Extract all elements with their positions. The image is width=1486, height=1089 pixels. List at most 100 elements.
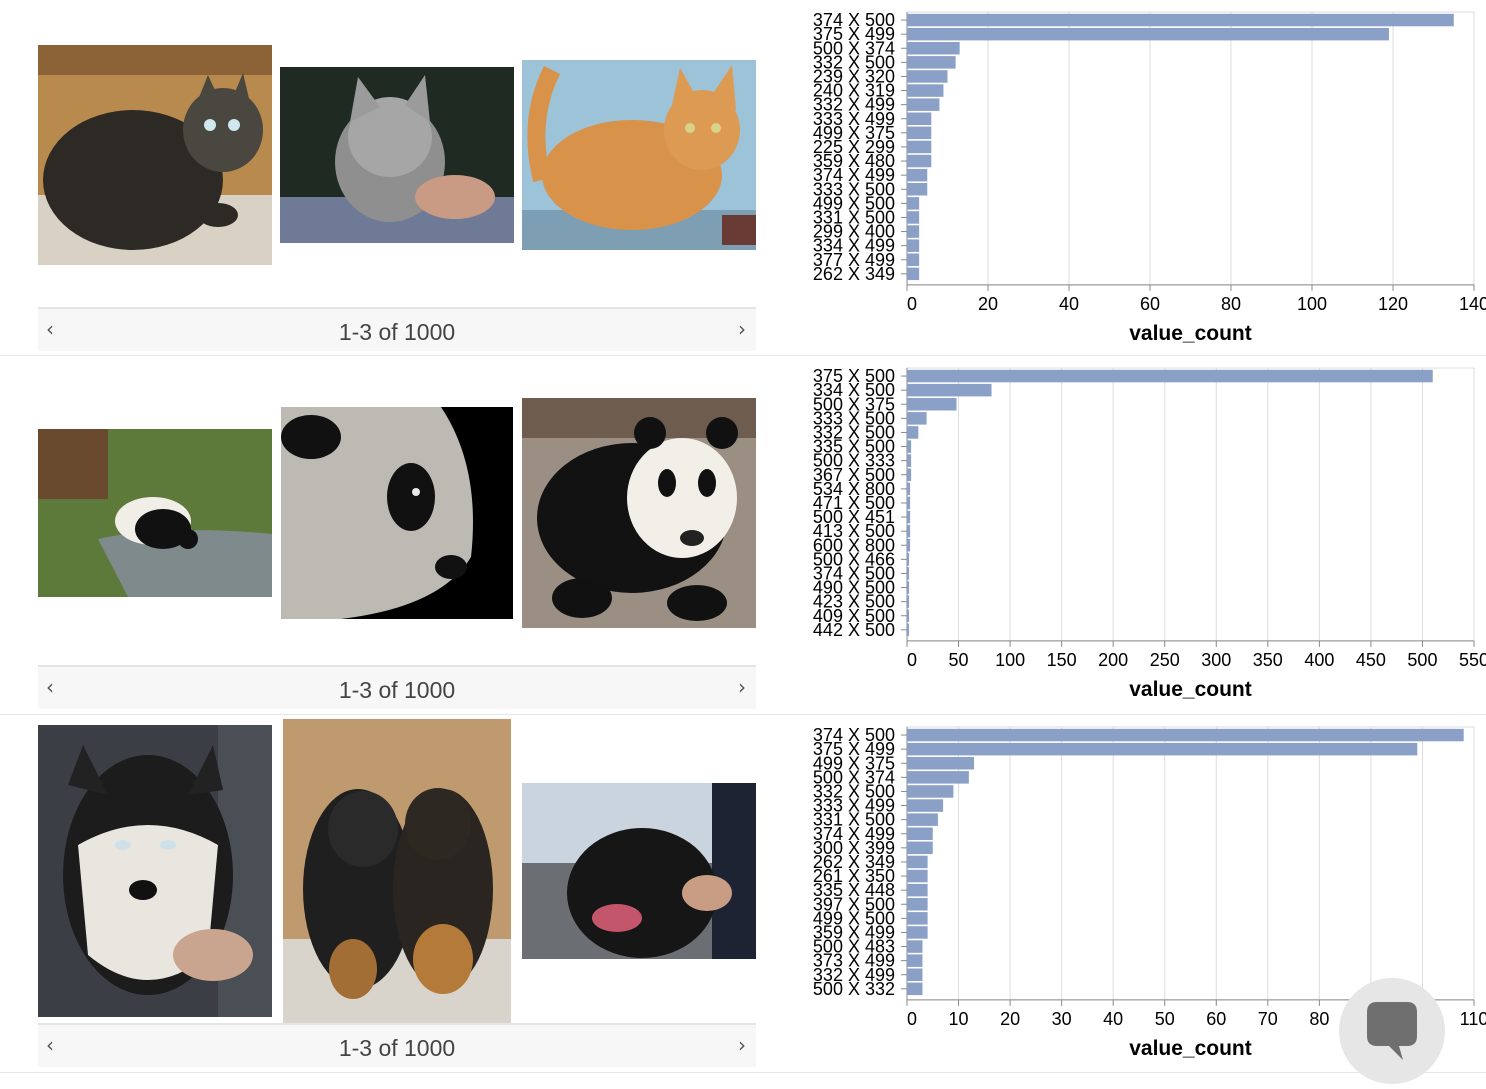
bar[interactable]: [907, 926, 928, 939]
bar[interactable]: [907, 883, 928, 897]
bar[interactable]: [907, 785, 954, 798]
bar[interactable]: [907, 13, 1454, 27]
bar[interactable]: [907, 623, 910, 637]
value-count-chart: 0 20 40 60 80 100 120 140 374 X 500 375 X 499 500 …: [780, 0, 1486, 355]
bar[interactable]: [907, 70, 948, 83]
chevron-left-icon[interactable]: ‹: [46, 317, 54, 341]
bar[interactable]: [907, 183, 928, 196]
bar[interactable]: [907, 968, 923, 982]
x-tick-label: 550: [1459, 650, 1486, 670]
bar[interactable]: [907, 855, 928, 869]
bar[interactable]: [907, 912, 928, 925]
y-tick-label: 500 X 333: [813, 451, 895, 471]
y-tick-label: 359 X 499: [813, 922, 895, 942]
bar[interactable]: [907, 728, 1464, 742]
y-tick-label: 409 X 500: [813, 606, 895, 626]
bar[interactable]: [907, 954, 923, 967]
bar[interactable]: [907, 267, 920, 281]
y-tick-label: 375 X 500: [813, 366, 895, 386]
x-tick-label: 300: [1201, 650, 1231, 670]
bar[interactable]: [907, 841, 933, 855]
y-tick-label: 500 X 332: [813, 979, 895, 999]
y-tick-label: 332 X 500: [813, 781, 895, 801]
chevron-right-icon[interactable]: ›: [738, 675, 746, 699]
bar[interactable]: [907, 168, 928, 182]
x-tick-label: 50: [1155, 1009, 1175, 1029]
bar[interactable]: [907, 898, 928, 911]
bar[interactable]: [907, 539, 911, 552]
bar[interactable]: [907, 595, 910, 608]
y-tick-label: 377 X 499: [813, 250, 895, 270]
bar[interactable]: [907, 609, 910, 623]
bar[interactable]: [907, 468, 912, 482]
bar[interactable]: [907, 799, 944, 812]
x-tick-label: 80: [1221, 294, 1241, 314]
y-tick-label: 500 X 451: [813, 507, 895, 527]
y-tick-label: 499 X 500: [813, 193, 895, 213]
bar[interactable]: [907, 56, 956, 69]
bar[interactable]: [907, 412, 927, 425]
bar[interactable]: [907, 553, 910, 566]
black-labrador-image: [522, 783, 756, 959]
y-tick-label: 332 X 499: [813, 965, 895, 985]
bar[interactable]: [907, 211, 920, 224]
bar[interactable]: [907, 253, 920, 267]
y-tick-label: 333 X 500: [813, 408, 895, 428]
bar[interactable]: [907, 383, 992, 397]
bar[interactable]: [907, 496, 911, 510]
gallery-pager: ‹ 1-3 of 1000 ›: [38, 307, 756, 351]
bar[interactable]: [907, 27, 1389, 41]
x-tick-label: 40: [1059, 294, 1079, 314]
bar[interactable]: [907, 771, 969, 784]
bar[interactable]: [907, 398, 957, 411]
bar[interactable]: [907, 940, 923, 953]
y-tick-label: 534 X 800: [813, 479, 895, 499]
y-tick-label: 299 X 400: [813, 222, 895, 242]
gallery-pager: ‹ 1-3 of 1000 ›: [38, 1023, 756, 1067]
bar[interactable]: [907, 827, 933, 841]
bar[interactable]: [907, 757, 975, 770]
y-tick-label: 335 X 448: [813, 880, 895, 900]
y-tick-label: 261 X 350: [813, 866, 895, 886]
bar[interactable]: [907, 112, 932, 126]
bar[interactable]: [907, 454, 912, 467]
bar-chart-svg: 0 50 100 150 200 250 300 350 400 450 500 550 375 X 5…: [813, 366, 1486, 701]
pager-count: 1-3 of 1000: [338, 1035, 456, 1061]
y-tick-label: 333 X 499: [813, 109, 895, 129]
chevron-left-icon[interactable]: ‹: [46, 1033, 54, 1057]
chevron-right-icon[interactable]: ›: [738, 1033, 746, 1057]
dataset-row-1: ‹ 1-3 of 1000 › 0 20 40 60 80 100 120 140 374 X …: [0, 0, 1486, 355]
bar[interactable]: [907, 524, 911, 538]
bar[interactable]: [907, 42, 960, 55]
bar[interactable]: [907, 197, 920, 210]
x-tick-label: 120: [1378, 294, 1408, 314]
bar[interactable]: [907, 482, 911, 496]
chevron-left-icon[interactable]: ‹: [46, 675, 54, 699]
bar[interactable]: [907, 98, 940, 111]
y-tick-label: 499 X 500: [813, 908, 895, 928]
bar[interactable]: [907, 84, 944, 97]
bar[interactable]: [907, 140, 932, 154]
bar[interactable]: [907, 510, 911, 524]
x-axis-title: value_count: [1129, 678, 1252, 701]
x-tick-label: 250: [1150, 650, 1180, 670]
bar[interactable]: [907, 869, 928, 883]
bar[interactable]: [907, 813, 938, 826]
x-tick-label: 60: [1140, 294, 1160, 314]
bar[interactable]: [907, 154, 932, 168]
bar[interactable]: [907, 369, 1433, 383]
y-tick-label: 262 X 349: [813, 264, 895, 284]
row-divider: [0, 355, 1486, 356]
bar[interactable]: [907, 581, 910, 594]
bar[interactable]: [907, 742, 1418, 756]
x-tick-label: 80: [1309, 1009, 1329, 1029]
bar[interactable]: [907, 239, 920, 252]
bar[interactable]: [907, 982, 923, 996]
chevron-right-icon[interactable]: ›: [738, 317, 746, 341]
bar[interactable]: [907, 567, 910, 580]
bar[interactable]: [907, 426, 919, 439]
bar[interactable]: [907, 225, 920, 238]
chat-button[interactable]: [1339, 978, 1445, 1084]
bar[interactable]: [907, 440, 912, 453]
bar[interactable]: [907, 126, 932, 140]
